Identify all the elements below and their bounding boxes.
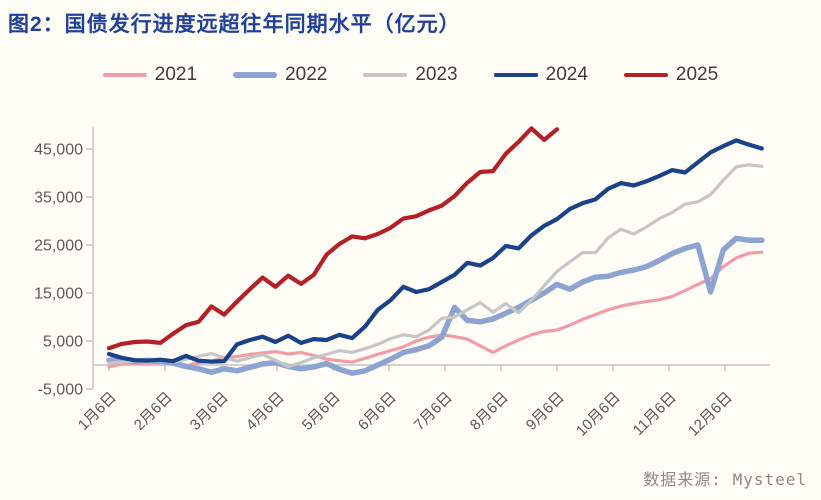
chart-title: 图2：国债发行进度远超往年同期水平（亿元） [8, 13, 461, 36]
x-axis-label: 2月6日 [131, 389, 176, 434]
series-line-2023 [107, 163, 764, 368]
legend-swatch-2024 [493, 72, 538, 78]
legend-swatch-2021 [102, 73, 147, 77]
chart-legend: 2021 2022 2023 2024 2025 [0, 64, 821, 86]
series-line-2024 [106, 138, 764, 364]
y-axis-label: -5,000 [38, 382, 83, 399]
y-axis-label: 5,000 [43, 334, 83, 351]
legend-swatch-2025 [623, 72, 668, 78]
legend-label-2024: 2024 [545, 64, 588, 85]
legend-swatch-2023 [363, 73, 408, 77]
legend-item-2022: 2022 [233, 64, 327, 86]
x-axis-label: 7月6日 [411, 389, 456, 434]
y-axis-label: 45,000 [34, 142, 83, 159]
x-axis-label: 10月6日 [573, 389, 624, 440]
legend-item-2024: 2024 [493, 64, 588, 86]
x-axis-label: 3月6日 [187, 389, 232, 434]
legend-item-2023: 2023 [363, 64, 458, 86]
legend-item-2025: 2025 [623, 64, 719, 86]
x-axis-label: 4月6日 [243, 389, 288, 434]
legend-swatch-2022 [233, 72, 278, 78]
y-axis-label: 15,000 [34, 286, 83, 303]
x-axis-label: 5月6日 [299, 389, 344, 434]
data-source: 数据来源: Mysteel [643, 470, 807, 489]
x-axis-label: 11月6日 [630, 389, 680, 439]
x-axis-label: 8月6日 [467, 389, 512, 434]
y-axis-label: 25,000 [34, 238, 83, 255]
legend-item-2021: 2021 [102, 64, 198, 86]
legend-label-2025: 2025 [675, 64, 719, 85]
series-line-2022 [106, 235, 765, 376]
series-line-2025 [106, 126, 560, 351]
legend-label-2022: 2022 [285, 64, 328, 85]
x-axis-label: 6月6日 [355, 389, 400, 434]
x-axis-label: 9月6日 [523, 389, 568, 434]
x-axis-label: 12月6日 [685, 389, 736, 440]
y-axis-label: 35,000 [34, 190, 83, 207]
legend-label-2021: 2021 [154, 64, 198, 85]
legend-label-2023: 2023 [415, 64, 458, 85]
